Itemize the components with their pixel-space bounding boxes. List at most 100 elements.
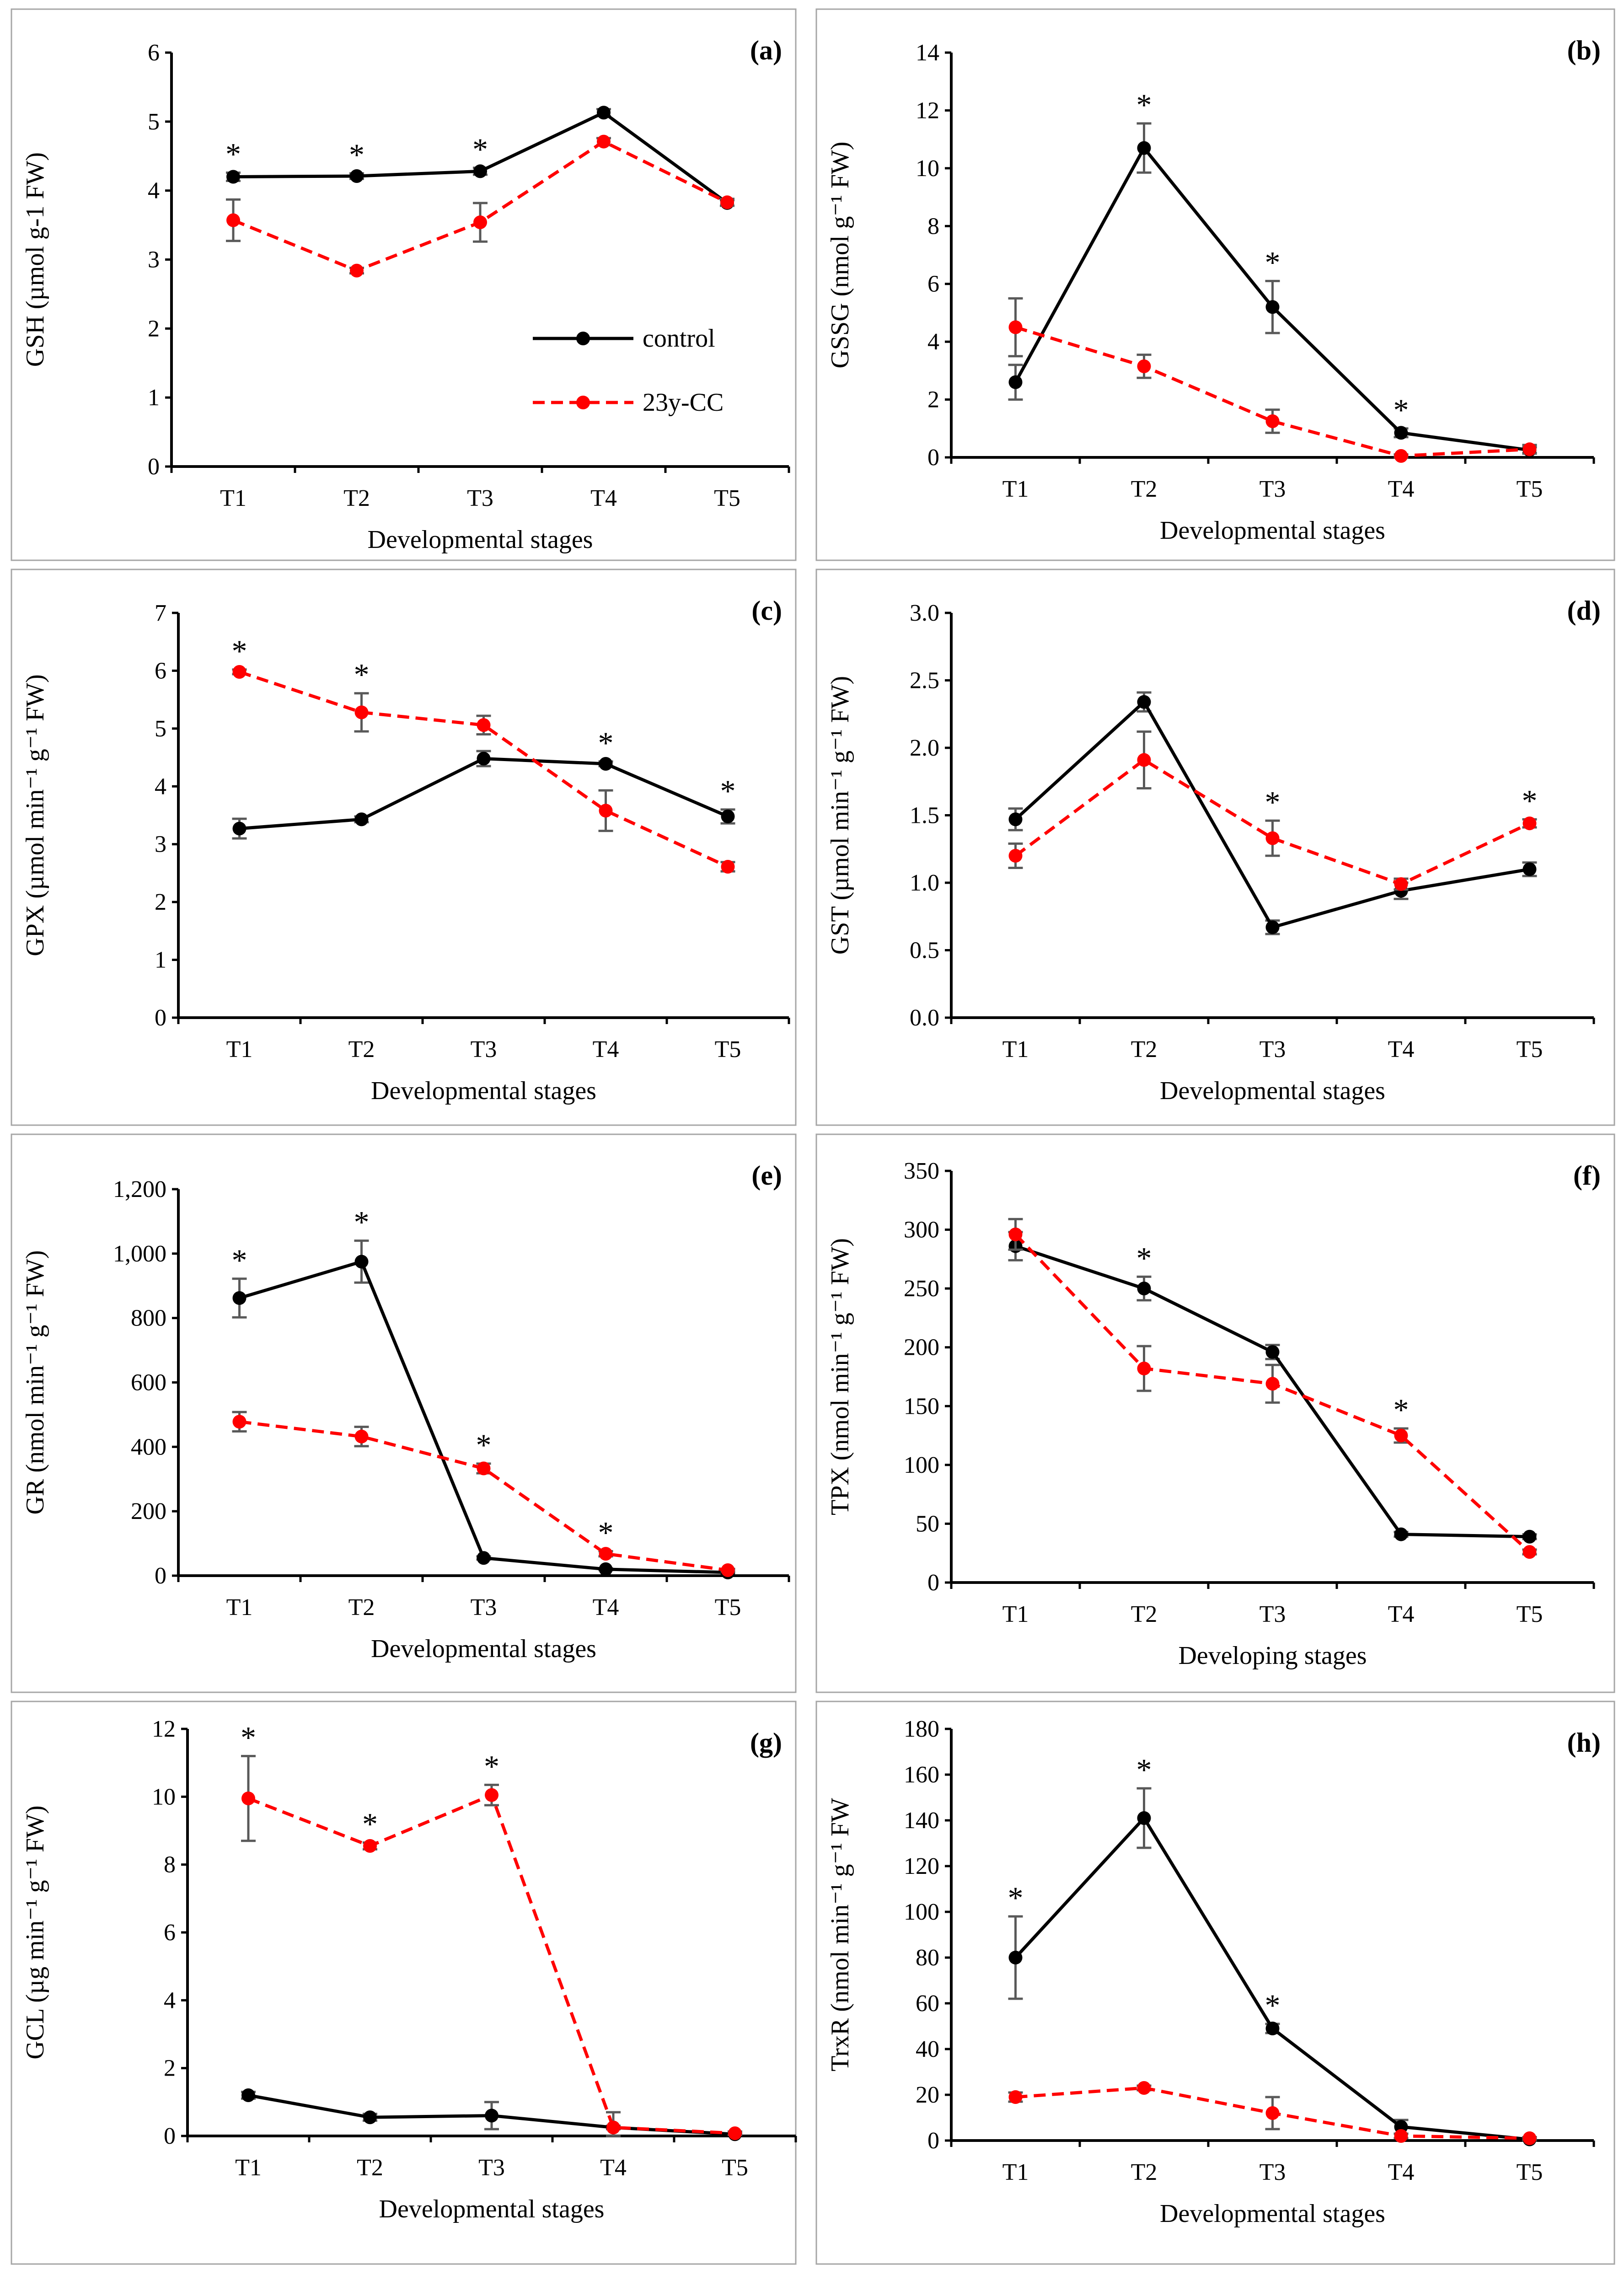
- y-tick-label: 5: [155, 716, 166, 742]
- x-tick-label: T5: [1517, 1601, 1543, 1627]
- series-treated: [232, 1411, 735, 1577]
- data-point-treated: [226, 213, 240, 227]
- x-tick-label: T1: [226, 1594, 253, 1620]
- data-point-control: [1394, 426, 1408, 440]
- y-tick-label: 10: [152, 1784, 176, 1810]
- significance-star: *: [472, 132, 488, 166]
- y-tick-label: 8: [927, 213, 939, 239]
- y-tick-label: 1.5: [910, 803, 939, 829]
- x-tick-label: T5: [1517, 476, 1543, 502]
- data-point-treated: [1522, 2131, 1537, 2145]
- data-point-control: [1265, 1345, 1280, 1359]
- data-point-treated: [1137, 359, 1151, 373]
- y-axis-title: GR (nmol min⁻¹ g⁻¹ FW): [21, 1250, 49, 1514]
- y-tick-label: 150: [904, 1393, 939, 1419]
- chart-panel-7: 0 2 4 6 8 10 12 T1 T2 T3 T4 T5 Developmental stages G…: [11, 1701, 797, 2265]
- series-treated: [1008, 1218, 1537, 1559]
- y-tick-label: 200: [131, 1498, 166, 1524]
- y-tick-label: 1.0: [910, 870, 939, 896]
- data-point-treated: [232, 665, 247, 679]
- data-point-control: [363, 2110, 377, 2125]
- y-tick-label: 400: [131, 1434, 166, 1460]
- x-tick-label: T2: [1131, 1036, 1158, 1062]
- significance-star: *: [232, 1243, 247, 1277]
- y-tick-label: 200: [904, 1335, 939, 1361]
- significance-star: *: [354, 1205, 370, 1239]
- significance-star: *: [1394, 392, 1409, 427]
- x-tick-label: T5: [714, 485, 740, 511]
- x-tick-label: T2: [348, 1036, 375, 1062]
- data-point-treated: [599, 1547, 613, 1561]
- panel-frame: [815, 1701, 1615, 2265]
- x-tick-label: T4: [593, 1036, 619, 1062]
- data-point-treated: [1394, 1428, 1408, 1443]
- y-tick-label: 4: [148, 178, 160, 204]
- data-point-treated: [485, 1788, 498, 1802]
- data-point-control: [226, 170, 240, 184]
- y-tick-label: 800: [131, 1305, 166, 1331]
- panel-frame: [11, 569, 797, 1126]
- series-line-treated: [1015, 326, 1530, 458]
- x-tick-label: T4: [1388, 476, 1415, 502]
- y-tick-label: 4: [164, 1987, 176, 2013]
- data-point-treated: [1522, 816, 1537, 831]
- x-tick-label: T4: [1388, 1601, 1415, 1627]
- data-point-treated: [477, 1461, 491, 1476]
- data-point-treated: [473, 215, 487, 230]
- chart-panel-6: 0 50 100 150 200 250 300 350 T1 T2 T3 T4 T5 Developin…: [815, 1133, 1615, 1693]
- data-point-control: [597, 106, 611, 120]
- y-tick-label: 0: [155, 1563, 166, 1589]
- y-tick-label: 6: [148, 40, 160, 66]
- y-tick-label: 4: [155, 773, 166, 799]
- legend-label-treated: 23y-CC: [643, 388, 724, 417]
- data-point-control: [232, 1291, 247, 1305]
- y-axis-title: GSSG (nmol g⁻¹ FW): [826, 142, 854, 369]
- x-axis-title: Developmental stages: [379, 2195, 605, 2223]
- x-axis-title: Developmental stages: [1160, 2200, 1385, 2228]
- y-tick-label: 100: [904, 1452, 939, 1478]
- chart-panel-8: 0 20 40 60 80 100 120 140 160 180 T1 T2 T3 T4 T5 Develo…: [815, 1701, 1615, 2265]
- data-point-treated: [1265, 831, 1280, 845]
- y-tick-label: 2.0: [910, 735, 939, 761]
- data-point-treated: [1522, 442, 1537, 456]
- data-point-treated: [1522, 1545, 1537, 1559]
- y-tick-label: 0: [927, 2128, 939, 2154]
- x-tick-label: T3: [1260, 1601, 1286, 1627]
- data-point-treated: [606, 2120, 620, 2135]
- panel-label: (a): [750, 35, 782, 65]
- x-tick-label: T1: [220, 485, 247, 511]
- series-treated: [1008, 730, 1537, 891]
- x-axis-title: Developmental stages: [371, 1077, 596, 1105]
- data-point-control: [721, 810, 735, 824]
- panel-label: (d): [1567, 596, 1601, 626]
- data-point-treated: [721, 1563, 735, 1577]
- y-tick-label: 6: [927, 271, 939, 297]
- significance-star: *: [476, 1427, 492, 1462]
- data-point-control: [354, 812, 369, 826]
- y-tick-label: 300: [904, 1217, 939, 1243]
- y-tick-label: 600: [131, 1370, 166, 1396]
- series-control: [1008, 122, 1537, 457]
- x-tick-label: T4: [590, 485, 617, 511]
- series-treated: [232, 665, 735, 874]
- data-point-treated: [599, 804, 613, 818]
- y-tick-label: 2: [155, 889, 166, 915]
- data-point-control: [477, 751, 491, 766]
- data-point-control: [1008, 375, 1023, 389]
- panel-frame: [815, 569, 1615, 1126]
- y-tick-label: 12: [916, 97, 939, 123]
- data-point-control: [1522, 862, 1537, 876]
- chart-panel-4: 0.0 0.5 1.0 1.5 2.0 2.5 3.0 T1 T2 T3 T4 T5 Developme…: [815, 569, 1615, 1126]
- y-tick-label: 1,200: [113, 1176, 166, 1202]
- panel-label: (c): [751, 596, 782, 626]
- y-tick-label: 4: [927, 329, 939, 355]
- x-tick-label: T2: [1131, 476, 1158, 502]
- data-point-treated: [1265, 1377, 1280, 1391]
- y-axis-title: GST (µmol min⁻¹ g⁻¹ FW): [826, 676, 854, 955]
- data-point-treated: [721, 860, 735, 874]
- y-tick-label: 0: [164, 2123, 176, 2149]
- series-treated: [1008, 297, 1537, 463]
- significance-star: *: [349, 137, 364, 172]
- data-point-treated: [1137, 753, 1151, 767]
- y-tick-label: 1: [155, 947, 166, 973]
